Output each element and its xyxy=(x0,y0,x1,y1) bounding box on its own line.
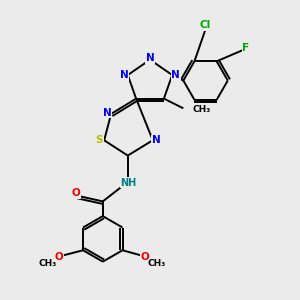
Text: N: N xyxy=(120,70,129,80)
Text: N: N xyxy=(171,70,180,80)
Text: CH₃: CH₃ xyxy=(38,259,56,268)
Text: CH₃: CH₃ xyxy=(148,259,166,268)
Text: S: S xyxy=(95,135,103,145)
Text: O: O xyxy=(141,252,150,262)
Text: O: O xyxy=(55,252,63,262)
Text: NH: NH xyxy=(121,178,137,188)
Text: N: N xyxy=(152,135,161,145)
Text: N: N xyxy=(146,53,154,63)
Text: Cl: Cl xyxy=(200,20,211,30)
Text: O: O xyxy=(71,188,80,198)
Text: N: N xyxy=(103,107,111,118)
Text: F: F xyxy=(242,43,249,53)
Text: CH₃: CH₃ xyxy=(192,105,211,114)
